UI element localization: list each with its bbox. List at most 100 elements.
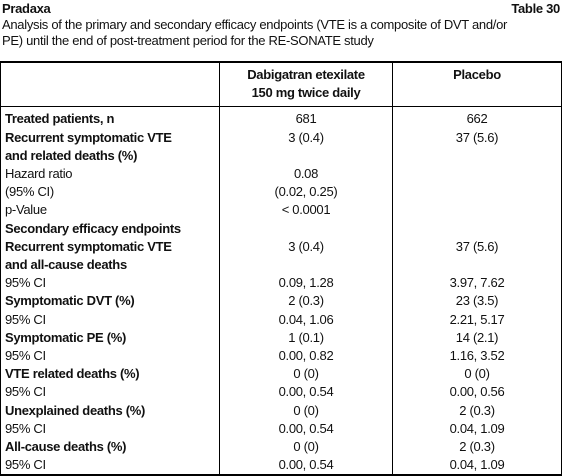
table-row: Hazard ratio 0.08 bbox=[0, 165, 562, 184]
value-cell: 0.08 bbox=[219, 165, 393, 184]
value-cell: 0.04, 1.09 bbox=[392, 419, 562, 439]
row-label-line: 95% CI bbox=[5, 457, 46, 473]
row-label-line: Unexplained deaths (%) bbox=[5, 402, 146, 418]
row-label-line: 95% CI bbox=[5, 384, 46, 400]
value-cell bbox=[392, 183, 562, 202]
value-cell: 0.09, 1.28 bbox=[219, 274, 393, 293]
row-label: p-Value bbox=[0, 201, 220, 220]
value-cell: 0.00, 0.56 bbox=[392, 383, 562, 402]
value-cell: 0 (0) bbox=[392, 365, 562, 384]
cell-value: 681 bbox=[295, 111, 317, 127]
column-header-line: Placebo bbox=[453, 67, 501, 82]
cell-value: 0.00, 0.54 bbox=[278, 457, 334, 473]
value-cell: 0.04, 1.09 bbox=[392, 456, 562, 476]
value-cell: 1 (0.1) bbox=[219, 328, 393, 348]
row-label-line: and all-cause deaths bbox=[5, 257, 127, 273]
table-row: Recurrent symptomatic VTE and related dea… bbox=[0, 128, 562, 166]
value-cell: 662 bbox=[392, 106, 562, 129]
value-cell bbox=[392, 201, 562, 220]
row-label: All-cause deaths (%) bbox=[0, 438, 220, 457]
cell-value: < 0.0001 bbox=[281, 202, 331, 218]
table-row: Treated patients, n 681 662 bbox=[0, 106, 562, 129]
value-cell: 3 (0.4) bbox=[219, 237, 393, 275]
cell-value: 0 (0) bbox=[464, 366, 490, 382]
table-row: 95% CI 0.00, 0.54 0.00, 0.56 bbox=[0, 383, 562, 402]
row-label: Recurrent symptomatic VTE and related dea… bbox=[0, 128, 220, 166]
row-label-line: Symptomatic PE (%) bbox=[5, 329, 127, 345]
table-body: Treated patients, n 681 662 Recurrent sympt… bbox=[0, 106, 562, 476]
corner-cell bbox=[0, 62, 220, 108]
row-label: 95% CI bbox=[0, 310, 220, 329]
row-label-line: VTE related deaths (%) bbox=[5, 366, 140, 382]
row-label-line: Recurrent symptomatic VTE bbox=[5, 129, 172, 145]
table-row: 95% CI 0.00, 0.54 0.04, 1.09 bbox=[0, 456, 562, 476]
cell-value: 2 (0.3) bbox=[459, 439, 495, 455]
row-label-line: Treated patients, n bbox=[5, 111, 115, 127]
row-label-line: Secondary efficacy endpoints bbox=[5, 220, 181, 236]
cell-value: 37 (5.6) bbox=[455, 238, 499, 254]
table-row: Recurrent symptomatic VTE and all-cause d… bbox=[0, 237, 562, 275]
row-label: Hazard ratio bbox=[0, 165, 220, 184]
row-label: 95% CI bbox=[0, 274, 220, 293]
value-cell: 2 (0.3) bbox=[392, 438, 562, 457]
row-label-line: 95% CI bbox=[5, 311, 46, 327]
row-label: (95% CI) bbox=[0, 183, 220, 202]
value-cell: 37 (5.6) bbox=[392, 237, 562, 275]
row-label-line: All-cause deaths (%) bbox=[5, 439, 127, 455]
row-label-line: and related deaths (%) bbox=[5, 147, 138, 163]
value-cell: 14 (2.1) bbox=[392, 328, 562, 348]
row-label-line: Hazard ratio bbox=[5, 166, 73, 182]
table-row: VTE related deaths (%) 0 (0) 0 (0) bbox=[0, 365, 562, 384]
table-row: p-Value < 0.0001 bbox=[0, 201, 562, 220]
column-header-line: Dabigatran etexilate bbox=[247, 67, 365, 82]
cell-value: 1.16, 3.52 bbox=[449, 348, 505, 364]
row-label: Symptomatic DVT (%) bbox=[0, 292, 220, 311]
row-label: Secondary efficacy endpoints bbox=[0, 219, 220, 238]
cell-value: 3 (0.4) bbox=[288, 238, 324, 254]
cell-value: 0.09, 1.28 bbox=[278, 275, 334, 291]
column-header-line: 150 mg twice daily bbox=[251, 85, 361, 101]
value-cell: 0 (0) bbox=[219, 365, 393, 384]
table-row: 95% CI 0.09, 1.28 3.97, 7.62 bbox=[0, 274, 562, 293]
title: Pradaxa bbox=[2, 1, 51, 16]
cell-value: 662 bbox=[466, 111, 488, 127]
row-label: 95% CI bbox=[0, 347, 220, 366]
value-cell: 0.00, 0.82 bbox=[219, 347, 393, 366]
cell-value: (0.02, 0.25) bbox=[274, 184, 338, 200]
cell-value: 2 (0.3) bbox=[459, 402, 495, 418]
cell-value: 37 (5.6) bbox=[455, 129, 499, 145]
table-label: Table 30 bbox=[511, 1, 560, 16]
row-label: 95% CI bbox=[0, 383, 220, 402]
row-label: Treated patients, n bbox=[0, 106, 220, 129]
column-header: Placebo bbox=[392, 62, 562, 108]
value-cell: 2 (0.3) bbox=[392, 401, 562, 420]
cell-value: 3 (0.4) bbox=[288, 129, 324, 145]
cell-value: 0 (0) bbox=[293, 439, 319, 455]
cell-value: 0.04, 1.06 bbox=[278, 311, 334, 327]
cell-value: 3.97, 7.62 bbox=[449, 275, 505, 291]
cell-value: 0.00, 0.54 bbox=[278, 384, 334, 400]
table-row: Secondary efficacy endpoints bbox=[0, 219, 562, 238]
value-cell: 2.21, 5.17 bbox=[392, 310, 562, 329]
table-row: 95% CI 0.00, 0.54 0.04, 1.09 bbox=[0, 419, 562, 439]
value-cell: 2 (0.3) bbox=[219, 292, 393, 311]
value-cell: 3 (0.4) bbox=[219, 128, 393, 166]
cell-value: 0.08 bbox=[293, 166, 319, 182]
cell-value: 0.04, 1.09 bbox=[449, 420, 505, 436]
value-cell: < 0.0001 bbox=[219, 201, 393, 220]
value-cell: 0.00, 0.54 bbox=[219, 419, 393, 439]
table-row: 95% CI 0.00, 0.82 1.16, 3.52 bbox=[0, 347, 562, 366]
value-cell: 37 (5.6) bbox=[392, 128, 562, 166]
cell-value: 0.04, 1.09 bbox=[449, 457, 505, 473]
row-label-line: 95% CI bbox=[5, 420, 46, 436]
header-row: Dabigatran etexilate 150 mg twice daily Pl… bbox=[0, 62, 562, 108]
row-label: Symptomatic PE (%) bbox=[0, 328, 220, 348]
cell-value: 0.00, 0.82 bbox=[278, 348, 334, 364]
cell-value: 0 (0) bbox=[293, 402, 319, 418]
value-cell: 0 (0) bbox=[219, 401, 393, 420]
cell-value: 2 (0.3) bbox=[288, 293, 324, 309]
row-label: VTE related deaths (%) bbox=[0, 365, 220, 384]
value-cell: 0.00, 0.54 bbox=[219, 456, 393, 476]
value-cell bbox=[219, 219, 393, 238]
